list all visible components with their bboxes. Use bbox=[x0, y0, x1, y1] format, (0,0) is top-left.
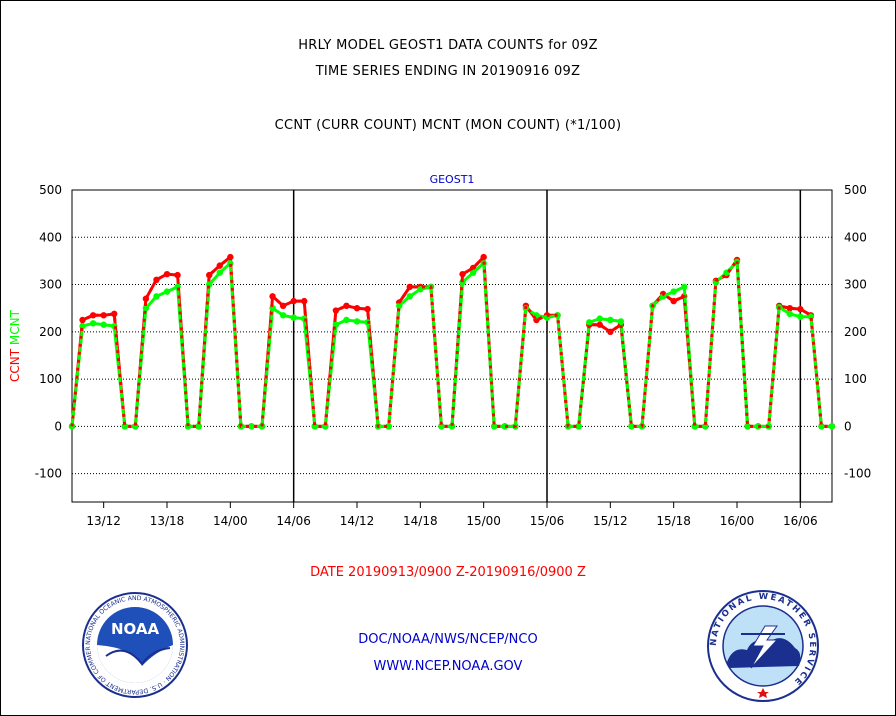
data-point-mcnt bbox=[744, 423, 751, 430]
y-tick-label-right: 300 bbox=[844, 278, 867, 292]
org-text: DOC/NOAA/NWS/NCEP/NCO bbox=[358, 632, 538, 647]
data-point-mcnt bbox=[332, 321, 340, 328]
y-axis-label-mcnt: MCNT bbox=[8, 309, 22, 345]
data-point-mcnt bbox=[279, 312, 287, 319]
data-point-mcnt bbox=[607, 316, 614, 324]
x-tick-label: 16/06 bbox=[783, 514, 818, 528]
y-tick-label-left: 300 bbox=[39, 278, 62, 292]
data-point-mcnt bbox=[702, 423, 709, 430]
y-tick-label-right: 400 bbox=[844, 230, 867, 244]
data-point-mcnt bbox=[417, 286, 424, 293]
data-point-mcnt bbox=[617, 318, 625, 325]
data-point-mcnt bbox=[469, 269, 477, 276]
x-tick-label: 15/06 bbox=[530, 514, 565, 528]
data-point-mcnt bbox=[828, 423, 836, 430]
data-point-mcnt bbox=[681, 283, 688, 291]
x-tick-label: 13/18 bbox=[150, 514, 185, 528]
noaa-logo: NOAA NATIONAL OCEANIC AND ATMOSPHERIC AD… bbox=[80, 590, 188, 698]
data-point-mcnt bbox=[554, 312, 561, 319]
panel-title: GEOST1 bbox=[430, 173, 475, 186]
y-tick-label-right: -100 bbox=[844, 467, 871, 481]
data-point-mcnt bbox=[100, 321, 107, 328]
chart-title-line2: TIME SERIES ENDING IN 20190916 09Z bbox=[315, 64, 581, 79]
data-point-mcnt bbox=[596, 315, 603, 322]
y-tick-label-left: 100 bbox=[39, 372, 62, 386]
data-point-mcnt bbox=[163, 288, 171, 295]
x-tick-label: 14/12 bbox=[340, 514, 375, 528]
x-tick-label: 15/12 bbox=[593, 514, 628, 528]
chart-canvas: -100 -100 0 0 100 100 200 200 300 300 400 400 500 500… bbox=[8, 173, 871, 528]
data-point-mcnt bbox=[248, 423, 255, 430]
data-point-ccnt bbox=[89, 312, 97, 319]
x-tick-label: 16/00 bbox=[720, 514, 755, 528]
data-point-mcnt bbox=[79, 322, 86, 330]
date-range: DATE 20190913/0900 Z-20190916/0900 Z bbox=[310, 565, 586, 580]
x-tick-label: 15/00 bbox=[466, 514, 501, 528]
data-point-mcnt bbox=[438, 423, 445, 430]
data-point-mcnt bbox=[670, 288, 677, 295]
y-tick-label-left: 0 bbox=[54, 419, 62, 433]
y-tick-label-right: 100 bbox=[844, 372, 867, 386]
data-point-mcnt bbox=[216, 269, 223, 276]
data-point-mcnt bbox=[786, 310, 793, 318]
data-point-mcnt bbox=[628, 423, 635, 430]
y-axis-label-ccnt: CCNT bbox=[8, 345, 22, 382]
data-point-mcnt bbox=[501, 423, 508, 430]
y-tick-label-left: -100 bbox=[35, 467, 62, 481]
x-tick-label: 14/00 bbox=[213, 514, 248, 528]
y-tick-label-left: 400 bbox=[39, 230, 62, 244]
noaa-logo-text: NOAA bbox=[111, 620, 160, 638]
data-point-mcnt bbox=[195, 423, 202, 430]
y-tick-label-right: 200 bbox=[844, 325, 867, 339]
data-point-mcnt bbox=[586, 319, 593, 326]
data-point-mcnt bbox=[142, 304, 150, 312]
y-tick-label-left: 200 bbox=[39, 325, 62, 339]
plot-border bbox=[71, 189, 833, 503]
x-tick-label: 14/18 bbox=[403, 514, 438, 528]
data-point-mcnt bbox=[406, 293, 413, 300]
data-point-mcnt bbox=[290, 314, 297, 321]
y-axis-label: CCNT MCNT bbox=[8, 309, 22, 382]
data-point-mcnt bbox=[385, 423, 392, 430]
url-link[interactable]: WWW.NCEP.NOAA.GOV bbox=[373, 659, 523, 674]
data-point-mcnt bbox=[89, 320, 97, 327]
data-point-mcnt bbox=[797, 313, 804, 320]
data-point-mcnt bbox=[396, 302, 403, 310]
data-point-mcnt bbox=[575, 423, 582, 430]
x-tick-label: 14/06 bbox=[276, 514, 311, 528]
data-point-mcnt bbox=[491, 423, 498, 430]
x-tick-label: 15/18 bbox=[656, 514, 691, 528]
data-point-mcnt bbox=[153, 293, 160, 300]
x-tick-label: 13/12 bbox=[86, 514, 121, 528]
chart-subtitle: CCNT (CURR COUNT) MCNT (MON COUNT) (*1/1… bbox=[274, 118, 622, 133]
nws-logo: NATIONAL WEATHER SERVICE bbox=[707, 590, 819, 702]
data-point-mcnt bbox=[353, 318, 361, 325]
data-point-ccnt bbox=[206, 271, 213, 279]
y-tick-label-right: 500 bbox=[844, 183, 867, 197]
data-point-mcnt bbox=[343, 316, 350, 324]
y-tick-label-left: 500 bbox=[39, 183, 62, 197]
data-point-mcnt bbox=[818, 423, 825, 430]
y-tick-label-right: 0 bbox=[844, 419, 852, 433]
chart-title-line1: HRLY MODEL GEOST1 DATA COUNTS for 09Z bbox=[298, 38, 598, 53]
